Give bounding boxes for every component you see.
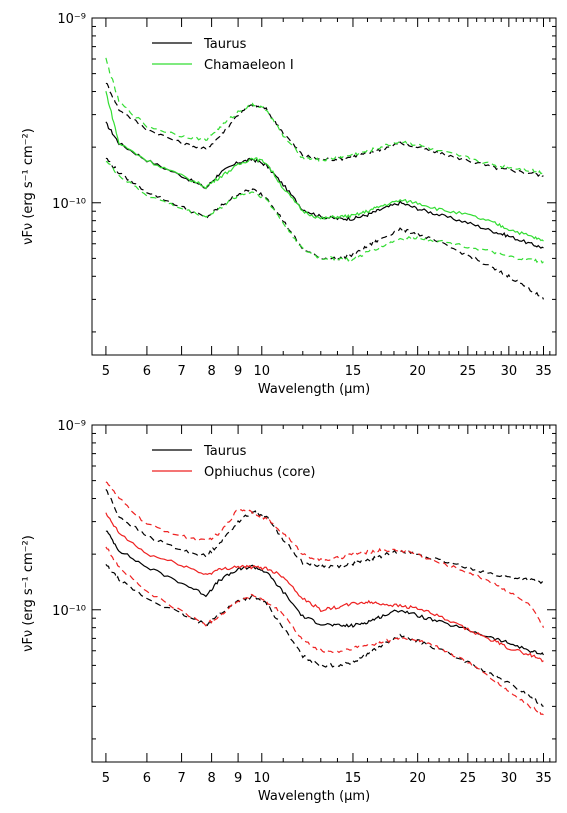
x-tick-label: 7 bbox=[177, 771, 185, 786]
x-tick-label: 15 bbox=[345, 364, 362, 379]
series-dashed-line bbox=[105, 564, 544, 707]
bottom-panel: 5 6 7 8 9 10 15 20 25 30 35 10⁻¹⁰ 10⁻⁹ Wavelength (μm… bbox=[21, 419, 557, 804]
x-axis-label: Wavelength (μm) bbox=[258, 382, 370, 397]
series-dashed-line bbox=[105, 161, 544, 264]
series-line bbox=[105, 121, 544, 249]
x-tick-label: 8 bbox=[207, 771, 215, 786]
plot-frame bbox=[91, 424, 557, 763]
top-panel: 5 6 7 8 9 10 15 20 25 30 35 10⁻¹⁰ 10⁻⁹ Wavelength (μm… bbox=[21, 12, 557, 397]
x-tick-label: 6 bbox=[143, 771, 151, 786]
y-tick-label: 10⁻¹⁰ bbox=[52, 197, 86, 212]
x-tick-label: 5 bbox=[102, 771, 110, 786]
legend-label: Ophiuchus (core) bbox=[204, 465, 315, 480]
series-dashed-line bbox=[105, 157, 545, 300]
y-axis-label: νFν (erg s⁻¹ cm⁻²) bbox=[21, 128, 36, 245]
x-axis-label: Wavelength (μm) bbox=[258, 789, 370, 804]
x-tick-label: 20 bbox=[409, 771, 426, 786]
x-tick-label: 20 bbox=[409, 364, 426, 379]
series-line bbox=[105, 530, 545, 656]
x-tick-label: 7 bbox=[177, 364, 185, 379]
x-tick-label: 6 bbox=[143, 364, 151, 379]
legend-label: Chamaeleon I bbox=[204, 58, 294, 73]
series-dashed-line bbox=[105, 489, 544, 585]
x-tick-label: 35 bbox=[535, 771, 552, 786]
x-tick-label: 10 bbox=[254, 364, 271, 379]
x-tick-label: 30 bbox=[501, 364, 518, 379]
x-tick-label: 8 bbox=[207, 364, 215, 379]
legend-label: Taurus bbox=[203, 444, 247, 459]
x-tick-label: 15 bbox=[345, 771, 362, 786]
x-tick-label: 30 bbox=[501, 771, 518, 786]
x-tick-label: 5 bbox=[102, 364, 110, 379]
series-dashed-line bbox=[105, 82, 544, 178]
x-tick-label: 9 bbox=[234, 364, 242, 379]
series-line bbox=[105, 91, 544, 242]
series-dashed-line bbox=[105, 57, 544, 175]
series-dashed-line bbox=[105, 546, 544, 716]
y-axis-label: νFν (erg s⁻¹ cm⁻²) bbox=[21, 535, 36, 652]
x-tick-label: 25 bbox=[460, 771, 477, 786]
x-tick-label: 35 bbox=[535, 364, 552, 379]
y-tick-label: 10⁻⁹ bbox=[57, 419, 86, 434]
y-tick-label: 10⁻¹⁰ bbox=[52, 604, 86, 619]
x-tick-label: 9 bbox=[234, 771, 242, 786]
y-tick-label: 10⁻⁹ bbox=[57, 12, 86, 27]
series-dashed-line bbox=[105, 481, 545, 628]
plot-frame bbox=[91, 17, 557, 356]
series-line bbox=[105, 512, 544, 663]
x-tick-label: 25 bbox=[460, 364, 477, 379]
legend-label: Taurus bbox=[203, 37, 247, 52]
x-tick-label: 10 bbox=[254, 771, 271, 786]
